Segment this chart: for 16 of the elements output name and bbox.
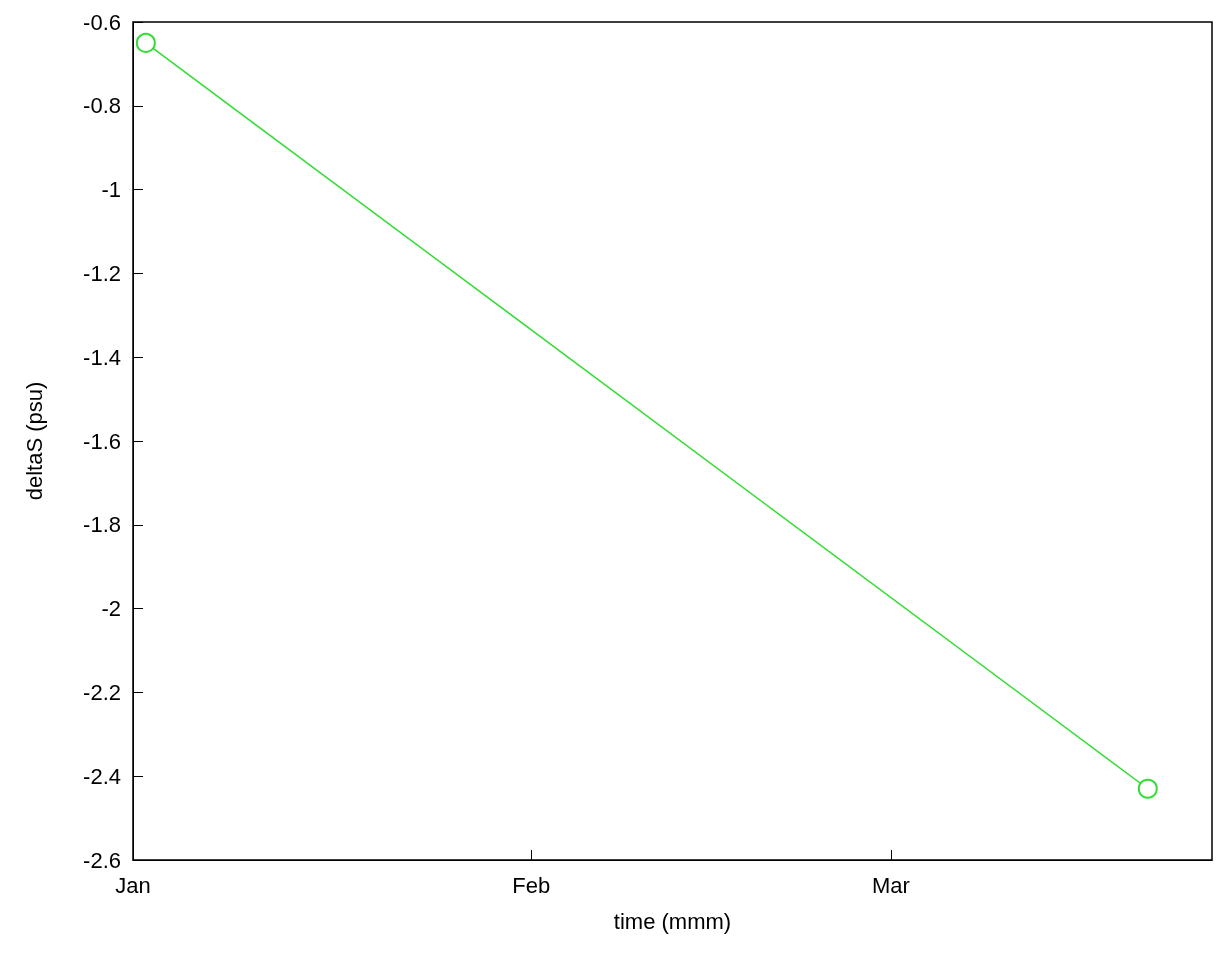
y-tick-label: -0.6 (83, 9, 121, 35)
y-axis-title: deltaS (psu) (21, 381, 47, 501)
y-tick-label: -1 (101, 177, 121, 203)
x-tick-label: Jan (115, 872, 151, 898)
y-tick-label: -2 (101, 596, 121, 622)
y-tick-label: -2.2 (83, 679, 121, 705)
y-tick-label: -0.8 (83, 93, 121, 119)
y-tick-label: -1.2 (83, 260, 121, 286)
y-tick-label: -2.6 (83, 847, 121, 873)
y-tick-label: -2.4 (83, 763, 121, 789)
y-tick-label: -1.8 (83, 512, 121, 538)
y-tick-label: -1.6 (83, 428, 121, 454)
x-tick-label: Mar (871, 872, 910, 898)
x-tick-label: Feb (512, 872, 551, 898)
x-axis-title: time (mmm) (613, 908, 732, 934)
y-tick-label: -1.4 (83, 344, 121, 370)
